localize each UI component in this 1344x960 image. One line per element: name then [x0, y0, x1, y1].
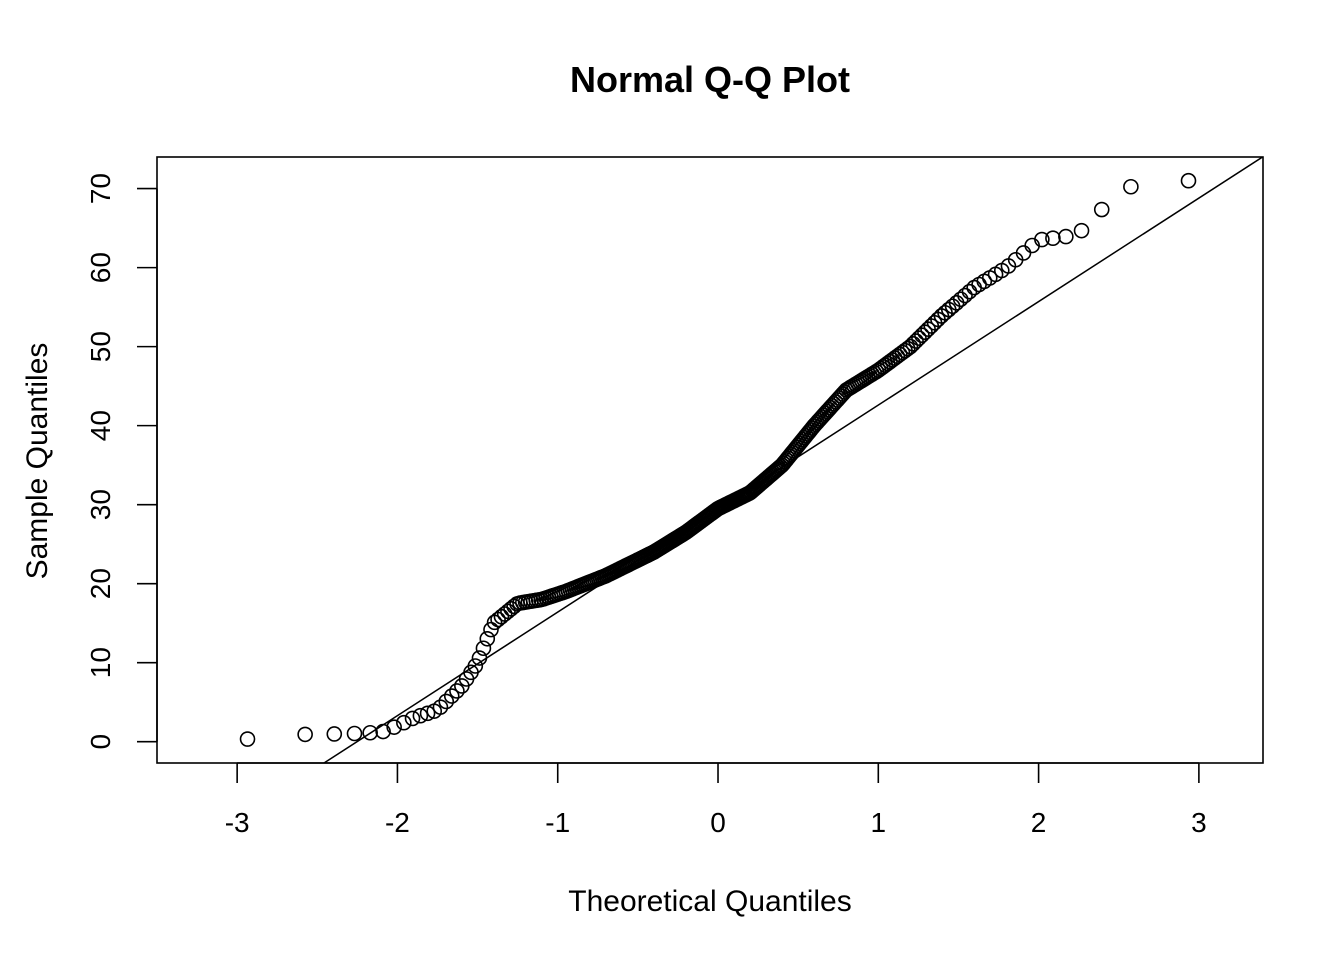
- data-point: [1123, 178, 1139, 195]
- data-point: [961, 283, 978, 300]
- y-tick-label: 70: [85, 173, 116, 204]
- x-axis: -3 -2 -1 0 1 2 3: [225, 762, 1207, 838]
- data-point: [297, 726, 313, 743]
- data-point: [419, 705, 436, 722]
- data-point: [471, 650, 488, 666]
- data-point: [957, 287, 973, 304]
- x-tick-label: 1: [871, 807, 887, 838]
- y-tick-label: 60: [85, 252, 116, 283]
- data-point: [966, 279, 982, 296]
- data-point: [375, 723, 391, 740]
- data-point: [971, 276, 987, 293]
- y-tick-label: 0: [85, 734, 116, 750]
- data-point: [467, 658, 484, 674]
- y-tick-label: 50: [85, 331, 116, 362]
- y-tick-label: 10: [85, 647, 116, 678]
- data-point: [386, 719, 402, 735]
- data-point: [1073, 222, 1090, 239]
- chart-title: Normal Q-Q Plot: [570, 59, 850, 100]
- y-tick-label: 40: [85, 410, 116, 441]
- points-layer: [239, 172, 1197, 747]
- data-point: [479, 630, 496, 647]
- x-tick-label: 2: [1031, 807, 1047, 838]
- x-tick-label: 3: [1191, 807, 1207, 838]
- plot-frame: [156, 156, 1264, 764]
- data-point: [911, 330, 927, 346]
- data-point: [239, 731, 256, 747]
- data-point: [908, 333, 924, 349]
- data-point: [438, 693, 455, 710]
- data-point: [902, 338, 919, 355]
- y-tick-label: 20: [85, 568, 116, 599]
- data-point: [443, 688, 460, 704]
- y-axis: 0 10 20 30 40 50 60 70: [85, 173, 158, 750]
- data-point: [449, 683, 465, 699]
- y-axis-label: Sample Quantiles: [21, 343, 54, 580]
- x-axis-label: Theoretical Quantiles: [568, 885, 851, 918]
- data-point: [894, 344, 911, 361]
- y-tick-label: 30: [85, 489, 116, 520]
- data-point: [475, 640, 492, 657]
- plot-area: [239, 157, 1263, 763]
- data-point: [889, 348, 906, 365]
- x-tick-label: -2: [385, 807, 410, 838]
- data-point: [346, 725, 363, 742]
- data-point: [905, 336, 922, 352]
- x-tick-label: -1: [545, 807, 570, 838]
- data-point: [1058, 228, 1074, 245]
- data-point: [892, 346, 908, 363]
- data-point: [1045, 230, 1061, 246]
- data-point: [412, 707, 429, 724]
- data-point: [326, 726, 343, 742]
- x-tick-label: -3: [225, 807, 250, 838]
- x-tick-label: 0: [710, 807, 726, 838]
- data-point: [1180, 172, 1197, 189]
- data-point: [362, 724, 378, 741]
- data-point: [404, 710, 421, 727]
- data-point: [1034, 231, 1050, 248]
- data-point: [432, 699, 449, 715]
- data-point: [1093, 201, 1110, 218]
- data-point: [396, 714, 412, 731]
